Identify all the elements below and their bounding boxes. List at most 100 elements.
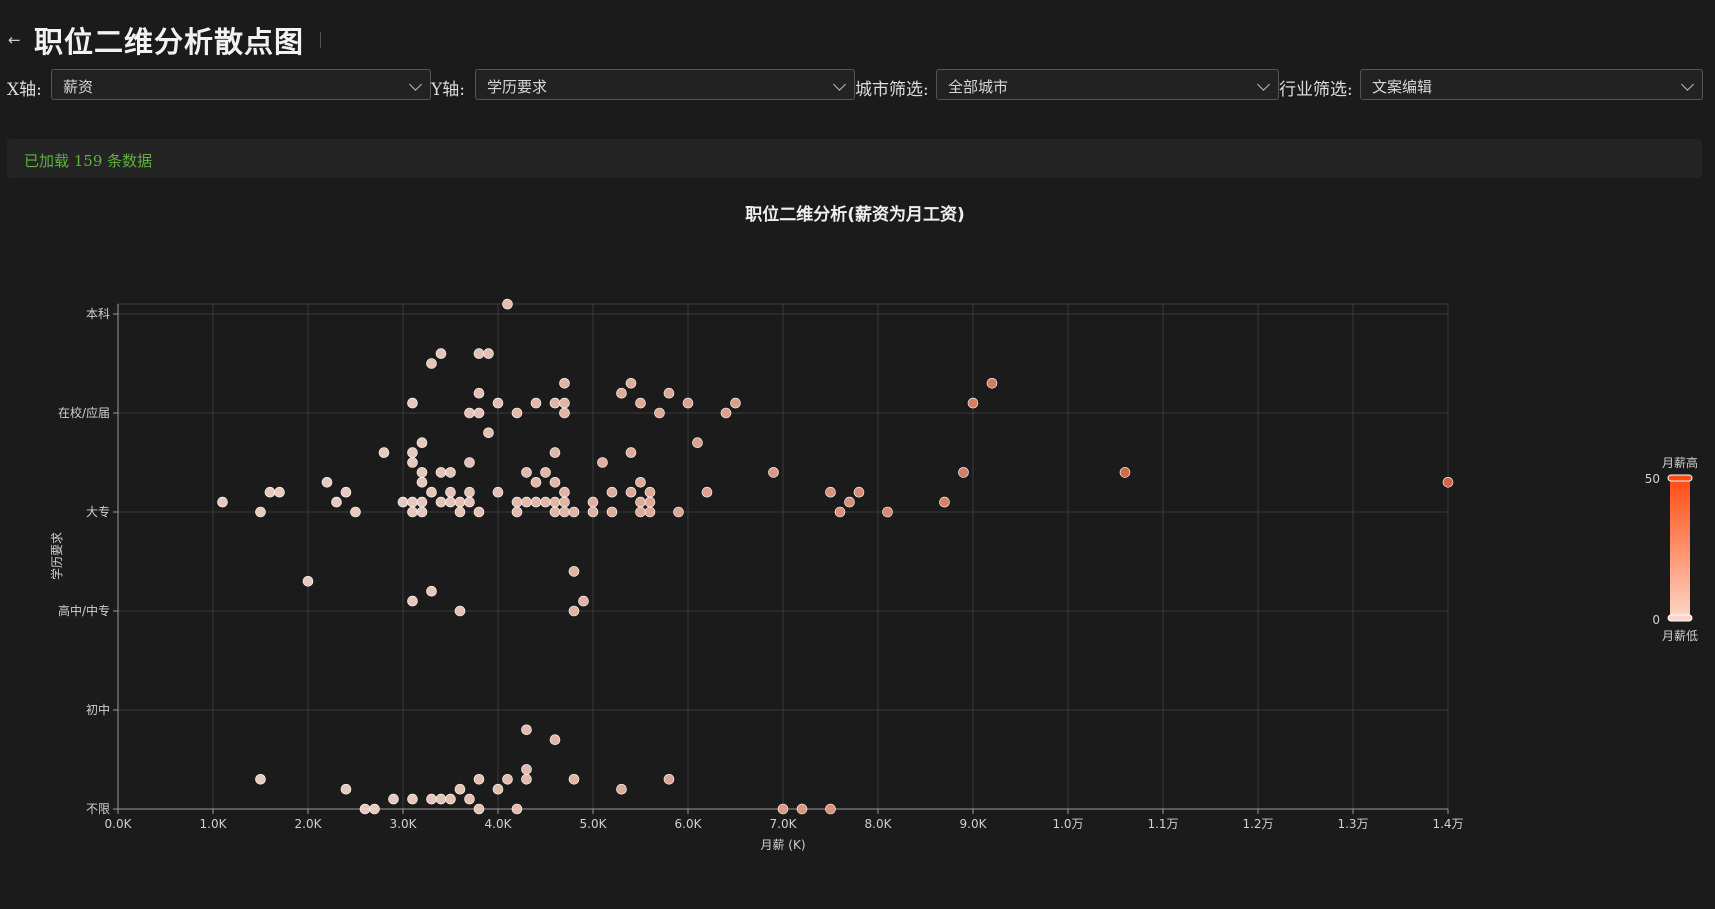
data-point <box>502 773 513 785</box>
city-filter-select[interactable]: 全部城市 <box>936 69 1279 100</box>
city-filter-value: 全部城市 <box>948 78 1009 96</box>
data-point <box>1119 467 1131 478</box>
data-point <box>445 486 456 498</box>
chart-axes: 0.0K 1.0K 2.0K 3.0K 4.0K 5.0K 6.0K 7.0K 8.0K 9.0K… <box>58 304 1464 831</box>
data-point <box>473 407 485 419</box>
data-point <box>521 764 532 775</box>
data-point <box>796 803 808 815</box>
y-axis-label: Y轴: <box>431 80 465 100</box>
data-point <box>559 506 570 518</box>
data-point <box>445 467 456 478</box>
data-point <box>549 496 561 508</box>
data-point <box>321 476 333 488</box>
y-tick-label: 本科 <box>86 307 110 321</box>
data-point <box>644 486 656 498</box>
data-point <box>597 457 608 468</box>
data-point <box>454 605 466 617</box>
data-point <box>511 407 523 419</box>
data-point <box>587 506 599 518</box>
data-point <box>958 467 969 478</box>
data-point <box>483 348 494 359</box>
chart-grid <box>117 303 1449 810</box>
data-point <box>435 348 447 359</box>
back-arrow-icon[interactable]: ← <box>8 31 21 49</box>
visual-map-low-label: 月薪低 <box>1662 629 1698 643</box>
data-point <box>578 595 589 607</box>
data-point <box>274 486 285 498</box>
data-point <box>549 447 561 458</box>
x-tick-label: 5.0K <box>580 817 608 831</box>
data-point <box>435 496 447 508</box>
data-point <box>473 506 485 518</box>
data-point <box>530 496 542 508</box>
data-point <box>454 783 466 795</box>
data-point <box>967 397 979 409</box>
data-point <box>511 496 523 508</box>
data-point <box>559 397 570 409</box>
x-axis-title: 月薪 (K) <box>760 838 805 852</box>
data-point <box>673 506 684 518</box>
x-tick-label: 3.0K <box>390 817 418 831</box>
data-point <box>464 496 475 508</box>
data-point <box>407 595 418 607</box>
data-point <box>407 506 418 518</box>
data-point <box>530 397 542 409</box>
y-axis-select[interactable]: 学历要求 <box>475 69 855 100</box>
data-point <box>217 496 228 508</box>
x-tick-label: 1.3万 <box>1337 817 1368 831</box>
industry-filter-label: 行业筛选: <box>1279 80 1353 100</box>
data-point <box>540 496 551 508</box>
data-point <box>416 496 428 508</box>
data-point <box>464 793 475 805</box>
data-point <box>492 486 504 498</box>
data-point <box>1442 476 1454 488</box>
data-point <box>359 803 371 815</box>
data-point <box>635 506 646 518</box>
data-point <box>388 793 399 805</box>
data-point <box>426 358 437 369</box>
data-point <box>635 496 646 508</box>
data-point <box>825 486 836 498</box>
data-point <box>559 486 570 498</box>
data-point <box>435 467 447 478</box>
data-point <box>587 496 599 508</box>
x-tick-label: 6.0K <box>675 817 703 831</box>
data-point <box>644 496 656 508</box>
data-point <box>559 496 570 508</box>
data-point <box>730 397 741 409</box>
data-point <box>464 486 475 498</box>
data-point <box>701 486 713 498</box>
visual-map-low-handle[interactable] <box>1667 614 1693 622</box>
data-point <box>825 803 836 815</box>
data-point <box>407 447 418 458</box>
data-point <box>844 496 855 508</box>
x-tick-label: 1.0K <box>200 817 228 831</box>
city-filter-label: 城市筛选: <box>855 80 929 100</box>
y-axis-title: 学历要求 <box>49 532 64 580</box>
data-point <box>616 387 627 399</box>
visual-map-max-value: 50 <box>1645 472 1660 486</box>
x-tick-label: 1.0万 <box>1052 817 1083 831</box>
data-point <box>473 773 485 785</box>
x-tick-label: 7.0K <box>770 817 798 831</box>
x-tick-label: 2.0K <box>295 817 323 831</box>
data-point <box>255 773 266 785</box>
x-axis-select[interactable]: 薪资 <box>51 69 431 100</box>
data-point <box>568 506 580 518</box>
data-point <box>454 496 466 508</box>
data-point <box>644 506 656 518</box>
x-tick-label: 1.1万 <box>1147 817 1178 831</box>
data-point <box>625 377 637 389</box>
industry-filter-select[interactable]: 文案编辑 <box>1360 69 1703 100</box>
data-point <box>492 397 504 409</box>
data-point <box>521 496 532 508</box>
chart-title: 职位二维分析(薪资为月工资) <box>745 204 965 225</box>
data-point <box>559 377 570 389</box>
filter-bar: X轴: 薪资 Y轴: 学历要求 城市筛选: 全部城市 行业筛选: 文案编辑 <box>0 69 1715 103</box>
data-point <box>882 506 893 518</box>
status-text: 已加载 159 条数据 <box>24 152 153 170</box>
data-point <box>777 803 789 815</box>
data-point <box>511 506 523 518</box>
visual-map-high-handle[interactable] <box>1667 474 1693 482</box>
data-point <box>568 605 580 617</box>
